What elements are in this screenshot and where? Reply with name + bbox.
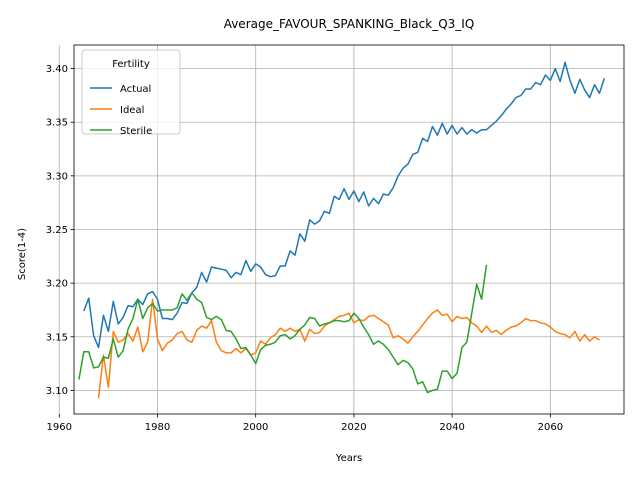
x-axis-label: Years <box>335 453 362 464</box>
series-line-sterile <box>78 264 488 394</box>
x-tick-label: 2020 <box>341 422 366 433</box>
y-tick-label: 3.35 <box>46 118 68 129</box>
x-tick-label: 1980 <box>145 422 170 433</box>
y-tick-label: 3.10 <box>46 386 68 397</box>
legend-label-sterile: Sterile <box>120 126 152 137</box>
legend-label-ideal: Ideal <box>120 105 144 116</box>
grid <box>58 45 624 414</box>
x-tick-label: 2060 <box>538 422 563 433</box>
y-axis-label: Score(1-4) <box>17 228 28 280</box>
x-tick-label: 1960 <box>47 422 72 433</box>
y-tick-label: 3.20 <box>46 279 68 290</box>
legend-label-actual: Actual <box>120 84 151 95</box>
chart-title: Average_FAVOUR_SPANKING_Black_Q3_IQ <box>224 17 475 31</box>
legend: Fertility Actual Ideal Sterile <box>81 49 181 137</box>
y-tick-label: 3.25 <box>46 225 68 236</box>
y-tick-label: 3.30 <box>46 171 68 182</box>
series-line-actual <box>83 61 606 349</box>
y-tick-label: 3.40 <box>46 64 68 75</box>
y-tick-label: 3.15 <box>46 332 68 343</box>
ticks: 1960 1980 2000 2020 2040 2060 3.10 3.15 3.20 3.25… <box>46 64 563 433</box>
x-tick-label: 2040 <box>439 422 464 433</box>
series-line-ideal <box>97 298 600 398</box>
legend-box <box>81 49 181 135</box>
series-layer <box>78 61 606 398</box>
legend-title: Fertility <box>112 59 150 70</box>
x-tick-label: 2000 <box>243 422 268 433</box>
